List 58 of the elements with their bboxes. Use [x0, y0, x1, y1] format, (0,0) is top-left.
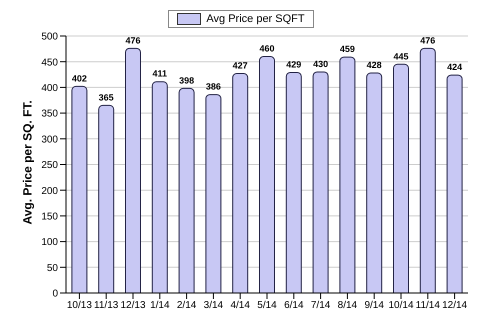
y-tick-label: 150 [41, 211, 58, 222]
bar [446, 74, 463, 293]
x-tick-label: 1/14 [150, 300, 170, 312]
x-tick-label: 6/14 [284, 300, 304, 312]
bar [312, 71, 329, 293]
x-tick-label: 11/14 [416, 300, 440, 312]
x-tick-label: 9/14 [364, 300, 384, 312]
bar [392, 64, 409, 293]
x-tick-label: 10/14 [388, 300, 414, 312]
x-tick-label: 8/14 [338, 300, 358, 312]
y-tick-label: 400 [41, 82, 58, 94]
y-tick-label: 500 [41, 32, 58, 43]
data-label: 445 [393, 51, 409, 62]
bar [98, 104, 114, 293]
data-label: 476 [420, 35, 436, 46]
data-label: 398 [179, 75, 194, 86]
y-tick-label: 50 [46, 262, 58, 274]
legend-label: Avg Price per SQFT [205, 13, 305, 25]
bar [339, 56, 356, 293]
y-tick-label: 100 [41, 237, 58, 248]
data-label: 424 [447, 62, 462, 72]
bar [232, 73, 248, 293]
x-tick-label: 3/14 [204, 300, 224, 312]
x-tick-label: 5/14 [257, 300, 278, 312]
x-tick-label: 12/14 [442, 300, 468, 312]
data-label: 476 [125, 35, 141, 46]
bar [258, 56, 275, 293]
y-axis-title: Avg. Price per SQ. FT. [20, 100, 34, 224]
bar [286, 72, 302, 293]
data-label: 402 [72, 73, 87, 84]
x-tick-label: 4/14 [230, 300, 250, 312]
data-label: 386 [206, 82, 221, 92]
bar [366, 72, 382, 293]
data-label: 429 [286, 59, 302, 70]
bar [205, 94, 222, 293]
x-tick-label: 10/13 [66, 300, 92, 312]
y-tick-label: 300 [41, 134, 58, 146]
data-label: 411 [152, 68, 168, 79]
y-tick-label: 0 [52, 288, 58, 300]
y-tick-label: 450 [41, 57, 58, 68]
data-label: 428 [366, 60, 382, 70]
bar [152, 81, 168, 293]
data-label: 459 [340, 44, 355, 54]
data-label: 427 [232, 60, 248, 71]
x-tick-label: 7/14 [310, 300, 331, 312]
y-tick-label: 350 [41, 108, 58, 120]
bar [124, 48, 141, 293]
x-tick-label: 11/13 [94, 300, 119, 312]
data-label: 430 [313, 58, 328, 69]
x-tick-label: 2/14 [176, 300, 197, 312]
x-tick-label: 12/13 [120, 300, 146, 312]
data-label: 365 [98, 92, 114, 102]
data-label: 460 [259, 44, 275, 54]
bar [420, 48, 436, 293]
bar [71, 86, 88, 293]
y-tick-label: 200 [41, 186, 58, 197]
bar [178, 88, 195, 293]
y-tick-label: 250 [41, 160, 58, 172]
